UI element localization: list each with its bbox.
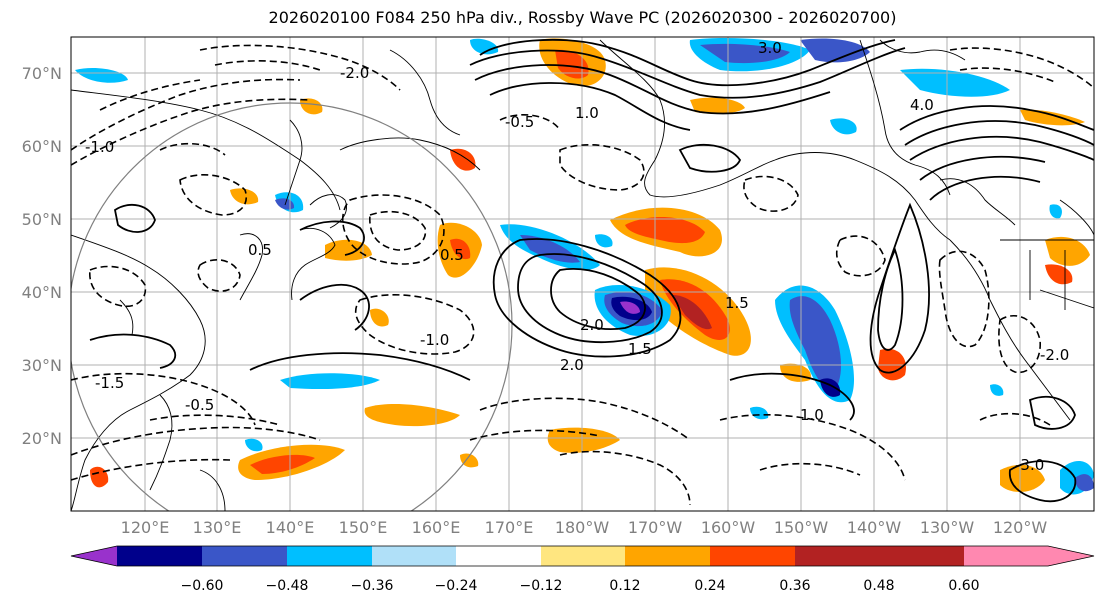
contour-label: -1.0 xyxy=(420,331,449,349)
lat-label: 70°N xyxy=(22,64,62,83)
lon-label: 120°W xyxy=(993,518,1048,537)
lat-label: 40°N xyxy=(22,283,62,302)
colorbar-bin xyxy=(541,546,625,566)
colorbar-tick-label: −0.48 xyxy=(266,578,309,594)
colorbar-bin xyxy=(879,546,964,566)
colorbar-tick-label: −0.24 xyxy=(435,578,478,594)
colorbar-bin xyxy=(287,546,372,566)
map-content: 3.0 4.0 2.0 1.0 0.5 1.5 -0.5 -1.0 -1.5 -… xyxy=(71,37,1094,511)
dashed-contours xyxy=(71,44,1094,506)
lat-label: 30°N xyxy=(22,356,62,375)
contour-label: -3.0 xyxy=(1015,456,1044,474)
colorbar-tick-label: 0.36 xyxy=(779,578,810,594)
solid-contours xyxy=(89,38,1094,503)
contour-label: 2.0 xyxy=(580,316,604,334)
contour-label: 1.0 xyxy=(800,406,824,424)
lat-label: 60°N xyxy=(22,137,62,156)
contour-label: -2.0 xyxy=(1040,346,1069,364)
colorbar: −0.60 −0.48 −0.36 −0.24 −0.12 0.12 0.24 … xyxy=(70,545,1095,594)
colorbar-tick-label: −0.36 xyxy=(351,578,394,594)
lon-label: 150°W xyxy=(774,518,829,537)
lon-label: 160°E xyxy=(412,518,461,537)
lat-label: 50°N xyxy=(22,210,62,229)
colorbar-extend-low xyxy=(71,546,117,566)
colorbar-bin xyxy=(625,546,710,566)
lon-axis: 120°E 130°E 140°E 150°E 160°E 170°E 180°… xyxy=(121,518,1048,537)
colorbar-bin xyxy=(964,546,1048,566)
colorbar-bin xyxy=(456,546,541,566)
colorbar-bin xyxy=(372,546,456,566)
lat-axis: 70°N 60°N 50°N 40°N 30°N 20°N xyxy=(22,64,62,448)
contour-label: 3.0 xyxy=(758,39,782,57)
colorbar-bin xyxy=(202,546,287,566)
lon-label: 140°E xyxy=(266,518,315,537)
contour-label: 1.0 xyxy=(575,104,599,122)
lon-label: 180°W xyxy=(555,518,610,537)
lon-label: 170°W xyxy=(628,518,683,537)
contour-label: 1.5 xyxy=(725,294,749,312)
colorbar-ticks: −0.60 −0.48 −0.36 −0.24 −0.12 0.12 0.24 … xyxy=(181,578,980,594)
contour-label-layer: 3.0 4.0 2.0 1.0 0.5 1.5 -0.5 -1.0 -1.5 -… xyxy=(85,39,1069,474)
colorbar-tick-label: 0.48 xyxy=(863,578,894,594)
map-frame xyxy=(70,36,1095,512)
contour-label: 4.0 xyxy=(910,96,934,114)
lon-label: 160°W xyxy=(701,518,756,537)
contour-label: -0.5 xyxy=(185,396,214,414)
colorbar-tick-label: −0.60 xyxy=(181,578,224,594)
contour-label: 2.0 xyxy=(560,356,584,374)
colorbar-tick-label: 0.60 xyxy=(948,578,979,594)
colorbar-bin xyxy=(710,546,795,566)
contour-label: 0.5 xyxy=(440,246,464,264)
lon-label: 170°E xyxy=(485,518,534,537)
colorbar-tick-label: −0.12 xyxy=(520,578,563,594)
lat-label: 20°N xyxy=(22,429,62,448)
colorbar-extend-high xyxy=(1048,546,1094,566)
colorbar-bin xyxy=(117,546,202,566)
contour-label: 0.5 xyxy=(248,241,272,259)
contour-label: -1.0 xyxy=(85,138,114,156)
colorbar-tick-label: 0.24 xyxy=(694,578,725,594)
colorbar-bin xyxy=(795,546,879,566)
contour-label: -1.5 xyxy=(95,374,124,392)
coastlines xyxy=(71,39,1094,511)
lon-label: 150°E xyxy=(339,518,388,537)
contour-label: -0.5 xyxy=(505,113,534,131)
contour-label: 1.5 xyxy=(628,340,652,358)
colorbar-tick-label: 0.12 xyxy=(609,578,640,594)
contour-label: -2.0 xyxy=(340,64,369,82)
lon-label: 130°W xyxy=(920,518,975,537)
lon-label: 140°W xyxy=(847,518,902,537)
lon-label: 130°E xyxy=(193,518,242,537)
map-title: 2026020100 F084 250 hPa div., Rossby Wav… xyxy=(268,8,897,27)
lon-label: 120°E xyxy=(121,518,170,537)
colorbar-outline xyxy=(70,545,1095,567)
graticule xyxy=(71,37,1094,511)
region-circle xyxy=(71,102,513,511)
